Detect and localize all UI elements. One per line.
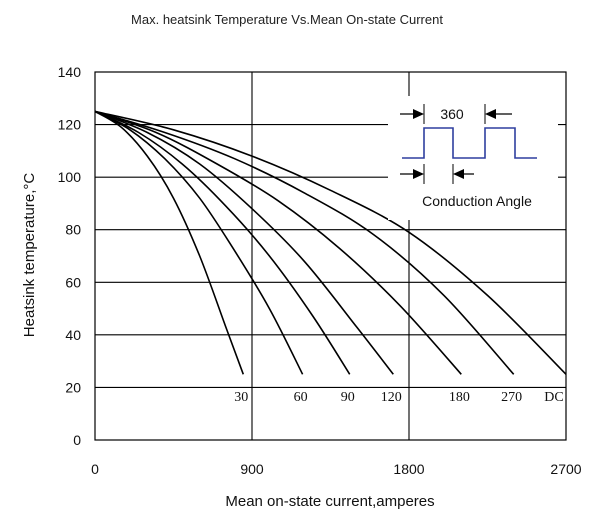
conduction-angle-inset: 360 Conduction Angle	[388, 96, 558, 220]
pulse-waveform	[402, 127, 537, 159]
y-tick-label: 120	[58, 117, 82, 133]
y-tick-label: 40	[65, 327, 81, 343]
y-tick-label: 80	[65, 222, 81, 238]
x-tick-labels: 0 900 1800 2700	[91, 461, 582, 477]
y-tick-labels: 0 20 40 60 80 100 120 140	[58, 64, 82, 448]
curve-60	[94, 110, 304, 375]
x-axis-label: Mean on-state current,amperes	[225, 493, 434, 510]
chart-title: Max. heatsink Temperature Vs.Mean On-sta…	[131, 12, 443, 27]
curve-90	[94, 110, 351, 375]
y-tick-label: 100	[58, 169, 82, 185]
curve-30	[94, 110, 245, 375]
curve-270	[94, 110, 515, 375]
curve-label-120: 120	[381, 390, 402, 405]
curve-180	[94, 110, 462, 375]
curve-label-30: 30	[234, 390, 248, 405]
y-tick-label: 0	[73, 432, 81, 448]
y-tick-label: 140	[58, 64, 82, 80]
curve-label-dc: DC	[544, 390, 563, 405]
x-tick-label: 0	[91, 461, 99, 477]
period-arrow-left-icon	[413, 109, 424, 119]
period-arrow-right-icon	[485, 109, 496, 119]
conduction-angle-caption: Conduction Angle	[422, 193, 532, 209]
grid-lines	[95, 72, 566, 440]
conduction-arrow-left-icon	[413, 169, 424, 179]
curve-120	[94, 110, 394, 375]
x-tick-label: 2700	[550, 461, 581, 477]
curve-dc	[94, 110, 567, 375]
curve-label-90: 90	[341, 390, 355, 405]
x-tick-label: 1800	[393, 461, 424, 477]
curve-label-60: 60	[294, 390, 308, 405]
curve-labels: 30 60 90 120 180 270 DC	[234, 390, 563, 405]
curves	[94, 110, 567, 375]
plot-frame	[94, 71, 567, 441]
y-axis-label: Heatsink temperature,°C	[21, 173, 38, 338]
y-tick-label: 20	[65, 379, 81, 395]
curve-label-180: 180	[449, 390, 470, 405]
y-tick-label: 60	[65, 274, 81, 290]
period-label: 360	[440, 106, 464, 122]
curve-label-270: 270	[501, 390, 522, 405]
conduction-arrow-right-icon	[453, 169, 464, 179]
x-tick-label: 900	[240, 461, 264, 477]
